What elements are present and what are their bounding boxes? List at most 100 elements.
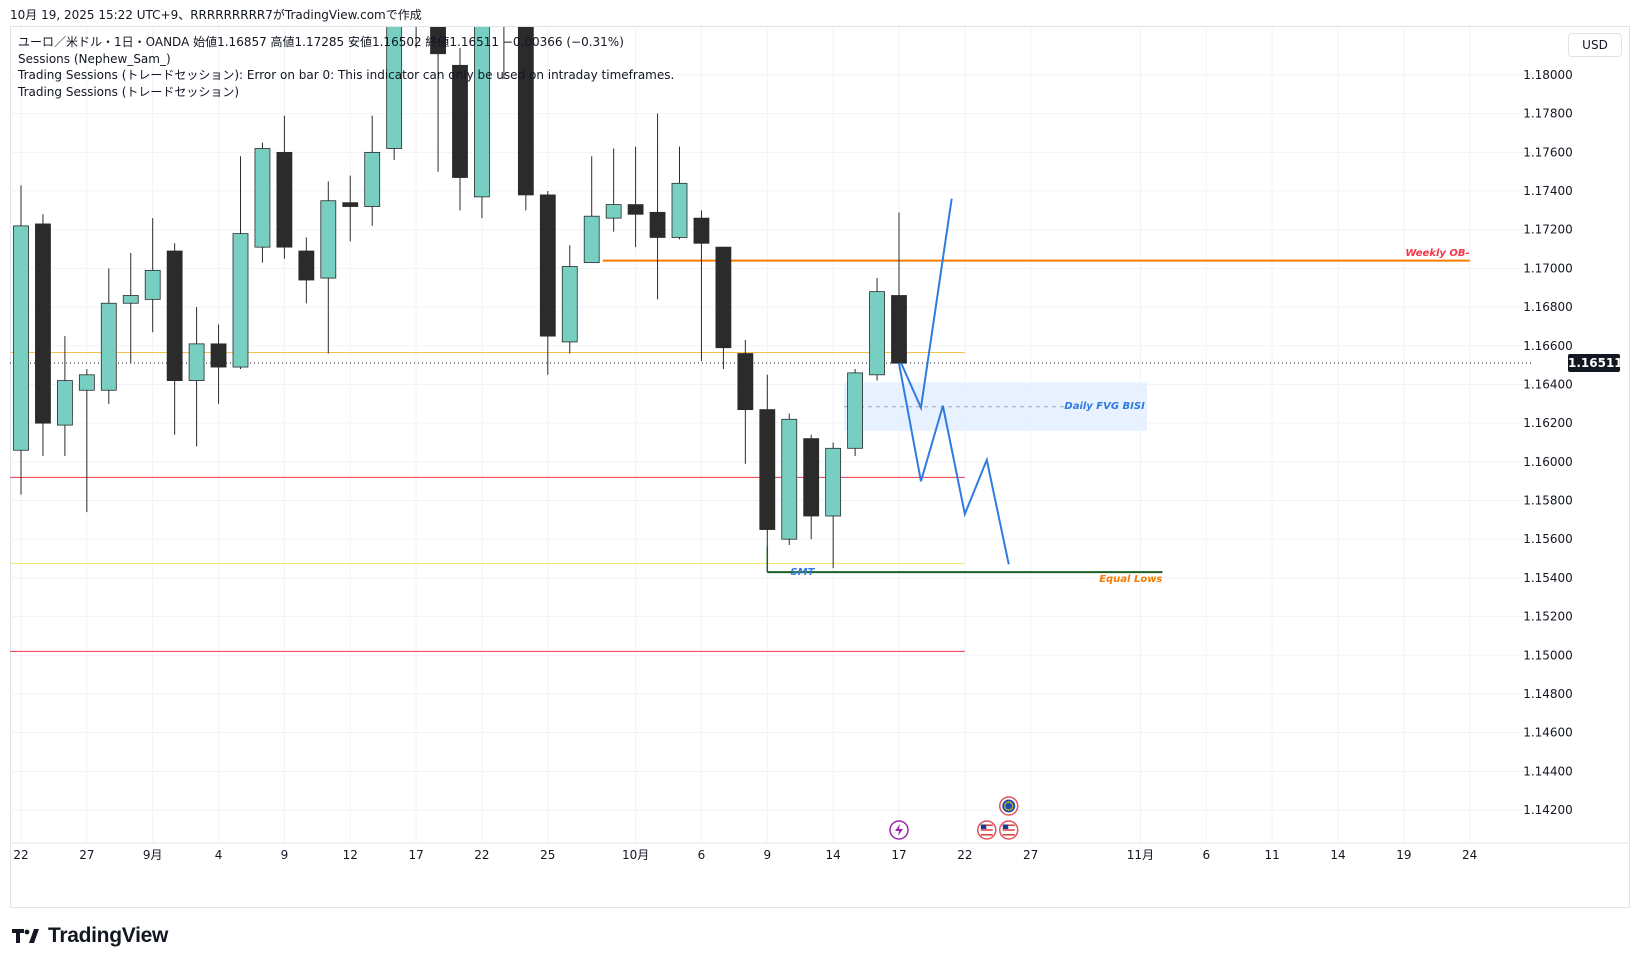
candle — [803, 434, 820, 540]
x-axis-tick-label: 9 — [763, 848, 771, 862]
candle-body — [561, 266, 578, 343]
us-flag-stripe — [980, 831, 993, 834]
candle-body — [386, 27, 403, 149]
symbol-ohlc-line[interactable]: ユーロ／米ドル・1日・OANDA 始値1.16857 高値1.17285 安値1… — [18, 35, 624, 49]
us-flag-stripe — [980, 829, 993, 831]
eu-flag-star — [1004, 803, 1007, 805]
us-flag-stripe — [1002, 831, 1015, 834]
eu-flag-star — [1011, 807, 1014, 809]
candle — [430, 27, 446, 172]
x-axis-tick-label: 12 — [343, 848, 358, 862]
candle-body — [539, 194, 556, 337]
y-axis-tick-label: 1.15000 — [1523, 648, 1573, 662]
candle — [869, 278, 885, 381]
x-axis-tick-label: 11 — [1265, 848, 1280, 862]
y-axis-tick-label: 1.15800 — [1523, 494, 1573, 508]
us-flag-stripe — [1002, 834, 1015, 836]
x-axis-tick-label: 4 — [215, 848, 223, 862]
candle — [342, 175, 359, 242]
candle — [891, 212, 907, 366]
us-flag-stripe — [1002, 826, 1015, 829]
candle-body — [869, 291, 885, 376]
x-axis-tick-label: 11月 — [1127, 848, 1154, 862]
y-axis-tick-label: 1.15400 — [1523, 571, 1573, 585]
candle — [671, 146, 688, 240]
tradingview-logo[interactable]: TradingView — [12, 924, 168, 948]
candle — [583, 156, 600, 264]
eu-flag-star — [1011, 803, 1014, 805]
candle-body — [452, 64, 468, 178]
plot-area: Weekly OB- Daily FVG BISI Equal Lows SMT — [10, 27, 1532, 843]
candle — [847, 369, 863, 457]
candle — [57, 336, 73, 457]
x-axis-tick-label: 27 — [79, 848, 94, 862]
candle — [298, 237, 315, 304]
candle-body — [759, 409, 776, 530]
lightning-icon[interactable] — [889, 820, 909, 840]
indicator-trading-sessions[interactable]: Trading Sessions (トレードセッション) — [18, 84, 240, 99]
candle-body — [144, 269, 161, 300]
y-axis-tick-label: 1.17800 — [1523, 107, 1573, 121]
x-axis-tick-label: 6 — [698, 848, 706, 862]
y-axis-tick-label: 1.18000 — [1523, 68, 1573, 82]
y-axis-tick-label: 1.14800 — [1523, 687, 1573, 701]
candle — [452, 47, 468, 211]
us-flag-stripe — [980, 834, 993, 836]
x-axis-tick-label: 24 — [1462, 848, 1477, 862]
eu-flag-star — [1007, 809, 1010, 811]
candle — [144, 218, 161, 333]
candle-body — [583, 215, 600, 264]
candle-body — [298, 250, 315, 281]
eu-flag-star — [1009, 801, 1012, 804]
eu-flag-icon[interactable] — [999, 796, 1019, 816]
y-axis-tick-label: 1.14200 — [1523, 803, 1573, 817]
candle — [649, 113, 666, 300]
candle — [35, 214, 51, 457]
annotation-label: SMT — [790, 567, 815, 578]
candle — [503, 27, 505, 79]
candle-body — [364, 151, 381, 207]
candle-body — [737, 353, 754, 411]
eu-flag-star — [1005, 801, 1008, 804]
x-axis-tick-label: 14 — [826, 848, 841, 862]
candle — [715, 246, 732, 369]
y-axis-tick-label: 1.15600 — [1523, 532, 1573, 546]
x-axis-tick-label: 10月 — [622, 848, 649, 862]
x-axis-tick-label: 22 — [13, 848, 28, 862]
us-flag-stripe — [1002, 824, 1015, 826]
candle-body — [188, 343, 205, 382]
x-axis-tick-label: 17 — [891, 848, 906, 862]
eu-flag-star — [1007, 801, 1010, 803]
annotation-label: Equal Lows — [1099, 574, 1162, 585]
chart-frame — [10, 26, 1630, 908]
eu-flag-star — [1009, 808, 1012, 811]
x-axis-tick-label: 9 — [281, 848, 289, 862]
us-flag-icon[interactable] — [999, 820, 1019, 840]
x-axis-tick-label: 9月 — [143, 848, 163, 862]
candle-body — [232, 233, 249, 368]
us-flag-stripe — [1002, 829, 1015, 831]
y-axis-tick-label: 1.16000 — [1523, 455, 1573, 469]
candle-body — [671, 182, 688, 238]
candle — [825, 442, 842, 569]
x-axis-tick-label: 6 — [1202, 848, 1210, 862]
candle — [188, 307, 205, 447]
candle — [737, 339, 754, 464]
us-flag-icon[interactable] — [977, 820, 997, 840]
candle-body — [320, 200, 337, 279]
eu-flag-star — [1003, 805, 1006, 807]
candle — [693, 210, 710, 362]
candle — [386, 27, 403, 161]
candle — [627, 146, 644, 248]
indicator-sessions[interactable]: Sessions (Nephew_Sam_) — [18, 51, 171, 66]
candle-body — [693, 217, 710, 244]
candle — [100, 268, 117, 404]
indicator-trading-sessions-error[interactable]: Trading Sessions (トレードセッション): Error on b… — [18, 68, 675, 82]
currency-button[interactable]: USD — [1568, 33, 1622, 57]
annotation-label: Daily FVG BISI — [1064, 401, 1145, 412]
candle-body — [78, 374, 95, 391]
tradingview-logo-icon — [12, 929, 39, 943]
eu-flag-star — [1005, 808, 1008, 811]
projection-down-path — [898, 363, 1010, 565]
